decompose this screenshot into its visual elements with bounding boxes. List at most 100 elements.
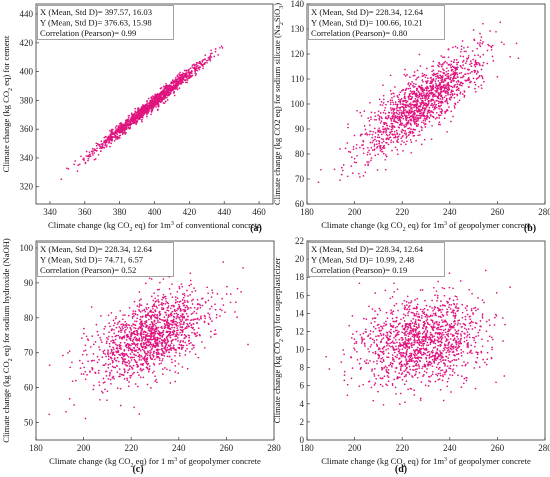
data-point	[119, 335, 121, 338]
data-point	[139, 116, 142, 119]
data-point	[108, 374, 111, 377]
data-point	[450, 63, 452, 66]
data-point	[413, 312, 416, 315]
data-point	[146, 352, 149, 355]
data-point	[406, 100, 409, 103]
data-point	[153, 364, 156, 366]
data-point	[482, 53, 485, 56]
data-point	[444, 371, 447, 374]
data-point	[182, 323, 185, 326]
data-point	[127, 314, 130, 317]
data-point	[173, 330, 176, 333]
data-point	[389, 101, 392, 104]
data-point	[168, 89, 171, 92]
data-point	[157, 98, 159, 101]
data-point	[186, 367, 189, 370]
data-point	[404, 143, 407, 146]
data-point	[393, 126, 396, 129]
data-point	[369, 101, 371, 104]
data-point	[200, 315, 202, 318]
data-point	[160, 99, 163, 102]
data-point	[161, 327, 163, 330]
data-point	[133, 315, 135, 317]
data-point	[466, 46, 469, 48]
data-point	[386, 331, 388, 334]
data-point	[137, 351, 139, 354]
data-point	[442, 81, 445, 83]
data-point	[133, 371, 135, 374]
data-point	[425, 360, 428, 363]
data-point	[151, 98, 154, 100]
data-point	[480, 74, 483, 77]
data-point	[150, 335, 152, 337]
data-point	[481, 64, 484, 67]
data-point	[436, 323, 438, 325]
data-point	[210, 296, 213, 298]
data-point	[457, 81, 460, 83]
data-point	[151, 347, 153, 350]
data-point	[439, 74, 441, 77]
data-point	[173, 81, 176, 84]
data-point	[152, 356, 155, 358]
data-point	[127, 126, 130, 129]
data-point	[457, 87, 460, 90]
data-point	[203, 58, 206, 60]
data-point	[440, 104, 442, 107]
data-point	[136, 366, 139, 368]
data-point	[467, 69, 470, 71]
data-point	[86, 374, 88, 376]
data-point	[124, 320, 127, 323]
data-point	[143, 108, 146, 111]
data-point	[409, 107, 412, 110]
data-point	[394, 386, 397, 389]
data-point	[164, 346, 166, 349]
data-point	[463, 377, 466, 380]
data-point	[422, 308, 424, 311]
data-point	[402, 150, 404, 152]
data-point	[170, 81, 173, 83]
data-point	[320, 168, 322, 171]
data-point	[213, 333, 216, 336]
data-point	[427, 97, 430, 100]
data-point	[229, 293, 232, 295]
data-point	[139, 363, 142, 366]
data-point	[429, 113, 432, 116]
data-point	[150, 113, 152, 116]
data-point	[424, 76, 427, 79]
data-point	[413, 394, 416, 396]
data-point	[92, 343, 95, 346]
data-point	[93, 359, 96, 362]
data-point	[135, 361, 137, 363]
data-point	[453, 61, 455, 64]
data-point	[177, 372, 180, 374]
data-point	[451, 65, 454, 68]
data-point	[138, 356, 141, 359]
data-point	[118, 337, 121, 339]
data-point	[179, 71, 181, 74]
data-point	[180, 323, 182, 325]
data-point	[426, 85, 428, 88]
data-point	[143, 106, 146, 109]
data-point	[448, 97, 451, 100]
data-point	[141, 363, 144, 365]
data-point	[92, 353, 95, 355]
data-point	[119, 342, 122, 344]
data-point	[122, 358, 125, 361]
data-point	[162, 331, 164, 334]
data-point	[367, 146, 369, 149]
data-point	[126, 354, 129, 357]
data-point	[396, 103, 398, 106]
data-point	[368, 120, 371, 122]
data-point	[477, 54, 480, 57]
data-point	[166, 99, 169, 101]
data-point	[139, 333, 142, 336]
data-point	[181, 73, 184, 76]
data-point	[459, 91, 462, 94]
data-point	[140, 340, 143, 342]
data-point	[141, 105, 143, 108]
data-point	[147, 97, 150, 100]
data-point	[394, 103, 397, 106]
data-point	[459, 92, 462, 95]
data-point	[475, 351, 478, 353]
data-point	[185, 74, 187, 77]
